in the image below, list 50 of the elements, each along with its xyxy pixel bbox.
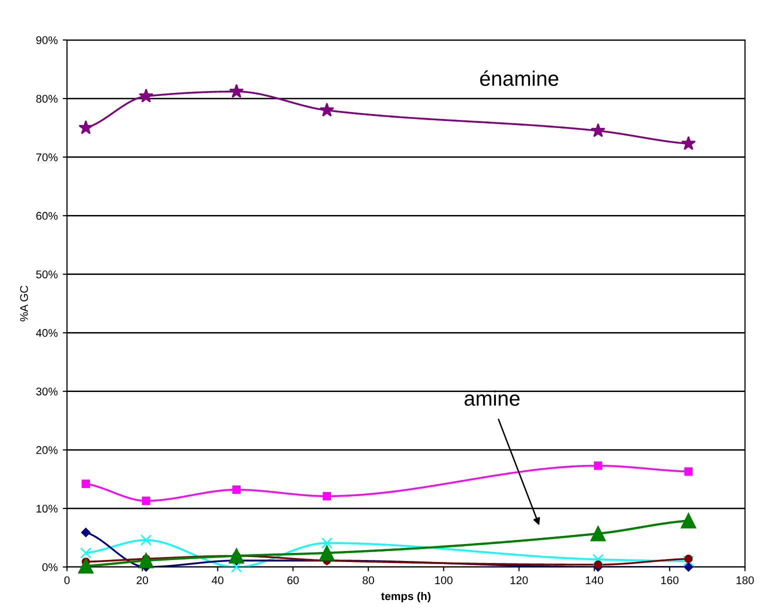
y-tick-label: 70%	[36, 153, 58, 162]
point	[140, 534, 152, 546]
annotation: amine	[464, 390, 520, 406]
point	[590, 123, 606, 138]
y-tick-label: 90%	[36, 36, 58, 44]
y-tick-label: 40%	[36, 329, 58, 337]
x-tick-label: 20	[136, 576, 148, 584]
x-tick-label: 40	[212, 576, 224, 584]
y-axis-title: %A GC	[20, 286, 28, 322]
point	[142, 496, 150, 505]
point	[138, 552, 154, 568]
point	[594, 560, 602, 569]
point	[81, 528, 90, 538]
x-tick-label: 160	[661, 576, 678, 584]
x-tick-label: 100	[435, 576, 452, 584]
annotation: énamine	[480, 70, 558, 86]
x-tick-label: 140	[586, 576, 604, 584]
point	[590, 526, 606, 542]
point	[78, 120, 94, 134]
y-tick-label: 10%	[36, 504, 58, 513]
y-tick-label: 80%	[36, 94, 58, 103]
point	[138, 88, 154, 103]
point	[592, 554, 604, 565]
y-tick-label: 20%	[36, 446, 58, 454]
point	[78, 558, 94, 574]
x-tick-label: 80	[362, 576, 374, 584]
point	[80, 547, 92, 559]
point	[319, 545, 335, 561]
y-tick-label: 30%	[36, 388, 58, 396]
point	[232, 486, 241, 494]
point	[82, 480, 90, 488]
point	[229, 84, 244, 98]
point	[322, 492, 332, 500]
point	[228, 548, 244, 564]
y-tick-label: 0%	[42, 563, 58, 572]
point	[684, 467, 693, 476]
point	[594, 462, 602, 470]
point	[684, 562, 694, 572]
x-tick-label: 180	[736, 576, 754, 584]
point	[321, 537, 332, 549]
x-tick-label: 120	[510, 576, 528, 584]
point	[680, 513, 696, 528]
x-tick-label: 60	[287, 576, 299, 584]
y-tick-label: 50%	[36, 270, 58, 278]
x-axis-title: temps (h)	[381, 592, 430, 602]
x-tick-label: 0	[64, 576, 70, 584]
point	[684, 554, 693, 563]
point	[681, 136, 696, 150]
point	[320, 102, 334, 117]
y-tick-label: 60%	[36, 212, 58, 220]
